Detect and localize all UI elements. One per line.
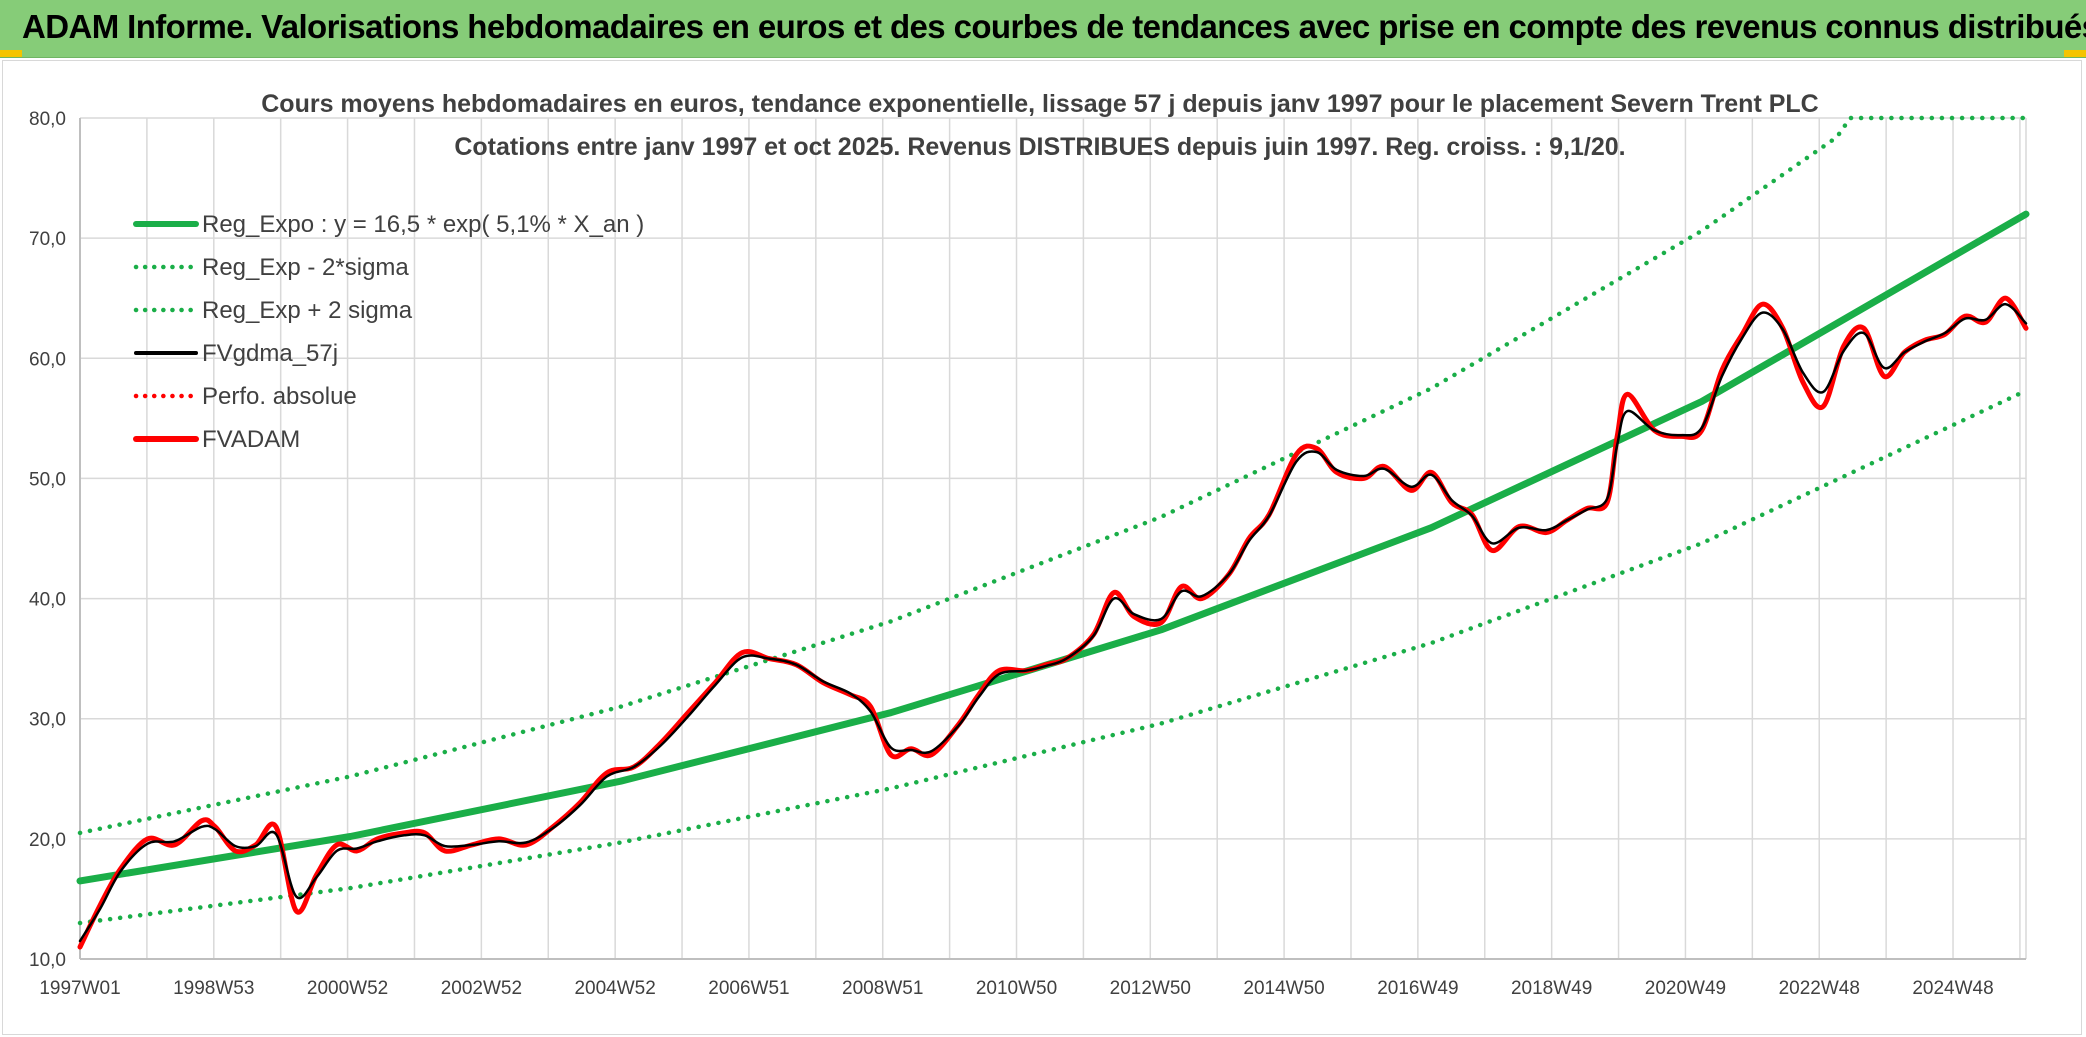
x-tick-label: 2010W50 [976, 978, 1057, 999]
legend-label: FVADAM [202, 426, 300, 453]
x-tick-label: 1997W01 [39, 978, 120, 999]
legend-label: Perfo. absolue [202, 383, 357, 410]
legend-item-reg-expo: Reg_Expo : y = 16,5 * exp( 5,1% * X_an ) [133, 211, 644, 238]
y-tick-label: 60,0 [29, 349, 66, 370]
series-reg-exp-minus-2sigma [77, 388, 2029, 926]
x-tick-label: 2000W52 [307, 978, 388, 999]
x-tick-label: 2014W50 [1243, 978, 1324, 999]
y-tick-label: 50,0 [29, 469, 66, 490]
x-tick-label: 2022W48 [1779, 978, 1860, 999]
x-tick-label: 2024W48 [1912, 978, 1993, 999]
chart-title-line1: Cours moyens hebdomadaires en euros, ten… [261, 90, 1818, 118]
axes: 10,0 20,0 30,0 40,0 50,0 60,0 70,0 80,0 1997W01 1… [29, 109, 2026, 999]
series-reg-exp-plus-2sigma [77, 115, 2029, 836]
y-tick-label: 10,0 [29, 950, 66, 971]
y-tick-label: 30,0 [29, 710, 66, 731]
legend-item-perfo-absolue: Perfo. absolue [133, 383, 357, 410]
x-tick-label: 2004W52 [574, 978, 655, 999]
legend-item-fvgdma: FVgdma_57j [134, 340, 338, 367]
y-tick-label: 40,0 [29, 590, 66, 611]
y-tick-label: 20,0 [29, 830, 66, 851]
chart-frame [2, 60, 2082, 1035]
legend-label: FVgdma_57j [202, 340, 338, 367]
x-tick-label: 2012W50 [1110, 978, 1191, 999]
y-tick-label: 80,0 [29, 109, 66, 130]
legend-label: Reg_Exp - 2*sigma [202, 254, 409, 281]
series-fvgdma-57j [78, 302, 2028, 943]
x-tick-label: 2002W52 [441, 978, 522, 999]
legend-label: Reg_Exp + 2 sigma [202, 297, 413, 324]
corner-accent-left [0, 50, 22, 57]
x-tick-label: 2008W51 [842, 978, 923, 999]
series-fvadam [77, 295, 2029, 950]
legend-item-reg-exp-minus: Reg_Exp - 2*sigma [133, 254, 409, 281]
legend-label: Reg_Expo : y = 16,5 * exp( 5,1% * X_an ) [202, 211, 644, 238]
x-tick-label: 2020W49 [1645, 978, 1726, 999]
header-banner: ADAM Informe. Valorisations hebdomadaire… [0, 0, 2086, 58]
x-tick-label: 2018W49 [1511, 978, 1592, 999]
x-tick-label: 1998W53 [173, 978, 254, 999]
header-title: ADAM Informe. Valorisations hebdomadaire… [22, 8, 2086, 45]
legend-item-fvadam: FVADAM [133, 426, 300, 453]
corner-accent-right [2064, 50, 2086, 57]
y-tick-label: 70,0 [29, 229, 66, 250]
legend: Reg_Expo : y = 16,5 * exp( 5,1% * X_an )… [133, 211, 644, 453]
plot-series [76, 115, 2030, 950]
legend-item-reg-exp-plus: Reg_Exp + 2 sigma [133, 297, 413, 324]
x-tick-label: 2016W49 [1377, 978, 1458, 999]
x-tick-label: 2006W51 [708, 978, 789, 999]
chart-title-line2: Cotations entre janv 1997 et oct 2025. R… [454, 133, 1625, 161]
